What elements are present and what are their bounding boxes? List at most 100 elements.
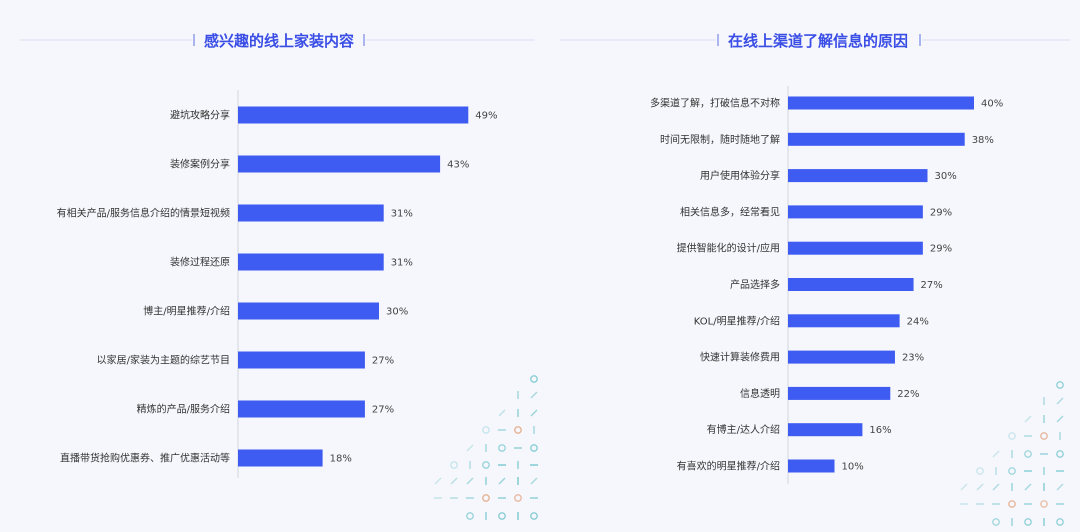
decor-mark (1008, 467, 1016, 475)
bar (788, 314, 900, 328)
bar (238, 351, 365, 369)
decor-mark (1024, 415, 1032, 423)
bar (788, 205, 923, 219)
decor-mark (482, 494, 490, 502)
category-label: 精炼的产品/服务介绍 (137, 403, 230, 416)
category-label: KOL/明星推荐/介绍 (694, 314, 780, 327)
decor-mark (992, 518, 1000, 526)
value-label: 27% (921, 280, 943, 291)
bar (788, 386, 891, 400)
value-label: 43% (447, 160, 469, 171)
decor-mark (1056, 450, 1064, 458)
bar (238, 106, 469, 124)
decor-mark (530, 409, 538, 417)
decor-mark (1056, 397, 1064, 405)
bar (788, 459, 835, 473)
value-label: 31% (391, 209, 413, 220)
bar (788, 241, 923, 255)
decorative-pattern (434, 375, 1064, 526)
category-label: 避坑攻略分享 (170, 109, 230, 122)
bar (238, 253, 384, 271)
decor-mark (976, 467, 984, 475)
decor-mark (498, 444, 506, 452)
decor-mark (514, 494, 522, 502)
decor-mark (530, 375, 538, 383)
category-label: 装修过程还原 (170, 256, 230, 269)
decor-mark (976, 483, 984, 491)
decor-mark (1024, 483, 1032, 491)
value-label: 16% (869, 425, 891, 436)
category-label: 有博主/达人介绍 (707, 423, 780, 436)
bars: 多渠道了解，打破信息不对称 40% 时间无限制，随时随地了解 38% 用户使用体验分享 3… (650, 96, 1003, 473)
value-label: 29% (930, 207, 952, 218)
decor-mark (498, 512, 506, 520)
bar (788, 350, 895, 364)
chart-online-reasons: 在线上渠道了解信息的原因 多渠道了解，打破信息不对称 40% 时间无限制，随时随地了… (560, 32, 1070, 484)
value-label: 23% (902, 353, 924, 364)
decor-mark (1056, 415, 1064, 423)
value-label: 38% (972, 135, 994, 146)
category-label: 用户使用体验分享 (700, 169, 780, 182)
value-label: 22% (897, 389, 919, 400)
category-label: 多渠道了解，打破信息不对称 (650, 97, 780, 110)
bar (238, 204, 384, 222)
decor-mark (530, 444, 538, 452)
bar (238, 155, 441, 173)
decor-mark (1008, 500, 1016, 508)
decor-mark (434, 477, 442, 485)
decor-mark (1008, 432, 1016, 440)
category-label: 以家居/家装为主题的综艺节目 (97, 354, 230, 367)
decor-mark (466, 477, 474, 485)
value-label: 30% (386, 307, 408, 318)
decor-mark (530, 391, 538, 399)
value-label: 27% (372, 405, 394, 416)
decor-mark (1024, 450, 1032, 458)
bar (788, 278, 914, 291)
decor-mark (530, 512, 538, 520)
category-label: 装修案例分享 (170, 158, 230, 171)
chart-title: 在线上渠道了解信息的原因 (728, 32, 908, 50)
decor-mark (960, 483, 968, 491)
category-label: 博主/明星推荐/介绍 (143, 305, 230, 318)
decor-mark (992, 483, 1000, 491)
decor-mark (514, 426, 522, 434)
category-label: 快速计算装修费用 (700, 351, 780, 364)
category-label: 有相关产品/服务信息介绍的情景短视频 (57, 207, 230, 220)
category-label: 信息透明 (740, 387, 780, 400)
value-label: 10% (842, 462, 864, 473)
bar (238, 400, 365, 418)
decor-mark (450, 477, 458, 485)
category-label: 有喜欢的明星推荐/介绍 (677, 460, 780, 473)
decor-mark (1040, 432, 1048, 440)
decor-mark (1056, 483, 1064, 491)
bar (238, 449, 323, 467)
decor-mark (530, 477, 538, 485)
decor-mark (482, 426, 490, 434)
bars: 避坑攻略分享 49% 装修案例分享 43% 有相关产品/服务信息介绍的情景短视频 31% 装… (57, 106, 498, 467)
decor-mark (498, 477, 506, 485)
value-label: 40% (981, 99, 1003, 110)
value-label: 24% (907, 316, 929, 327)
decor-mark (1024, 518, 1032, 526)
value-label: 30% (935, 171, 957, 182)
value-label: 18% (330, 454, 352, 465)
decor-mark (992, 450, 1000, 458)
bar (788, 169, 928, 183)
category-label: 提供智能化的设计/应用 (677, 242, 780, 255)
decor-mark (466, 444, 474, 452)
bar (788, 423, 863, 437)
bar (788, 132, 965, 146)
value-label: 27% (372, 356, 394, 367)
decor-mark (1056, 381, 1064, 389)
bar (238, 302, 379, 320)
value-label: 29% (930, 244, 952, 255)
value-label: 49% (475, 111, 497, 122)
category-label: 产品选择多 (730, 278, 780, 291)
chart-title: 感兴趣的线上家装内容 (204, 32, 354, 50)
category-label: 直播带货抢购优惠券、推广优惠活动等 (60, 452, 230, 465)
value-label: 31% (391, 258, 413, 269)
decor-mark (482, 461, 490, 469)
decor-mark (466, 512, 474, 520)
category-label: 相关信息多，经常看见 (680, 205, 780, 218)
